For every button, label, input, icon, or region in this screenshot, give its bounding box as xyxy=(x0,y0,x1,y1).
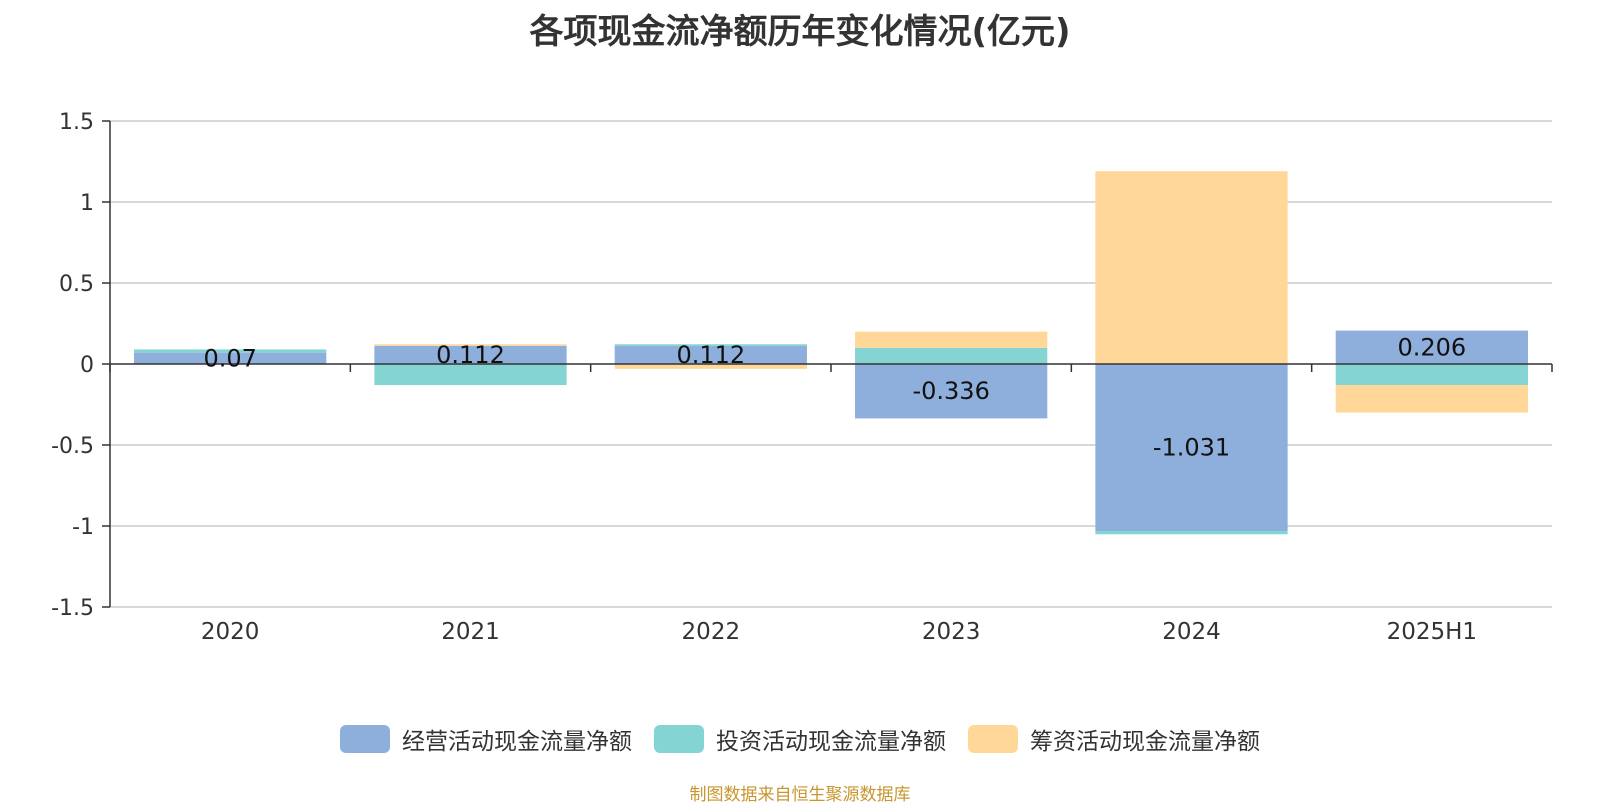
legend-swatch-operating xyxy=(340,725,390,753)
y-tick-label: 1.5 xyxy=(59,110,94,135)
bar-segment-operating xyxy=(374,345,567,364)
x-category-label: 2021 xyxy=(441,619,500,645)
y-tick-label: 0.5 xyxy=(59,272,94,297)
bar-segment-investing xyxy=(374,364,567,386)
bar-segment-operating xyxy=(614,345,807,364)
x-category-label: 2023 xyxy=(922,619,981,645)
legend-label-operating: 经营活动现金流量净额 xyxy=(402,729,632,755)
bar-segment-operating xyxy=(1095,364,1288,532)
legend-item-operating[interactable]: 经营活动现金流量净额 xyxy=(340,722,632,756)
bar-chart: 1.5 1 0.5 0 -0.5 -1 -1.5 2020 2021 2022 2023 2024 20… xyxy=(51,110,1553,645)
chart-title: 各项现金流净额历年变化情况(亿元) xyxy=(529,12,1071,52)
bar-segment-financing xyxy=(1335,385,1528,413)
legend-item-investing[interactable]: 投资活动现金流量净额 xyxy=(654,722,946,756)
bar-segment-operating xyxy=(1335,330,1528,364)
x-category-label: 2024 xyxy=(1162,619,1221,645)
legend-label-financing: 筹资活动现金流量净额 xyxy=(1030,729,1260,755)
bar-segment-investing xyxy=(1335,364,1528,386)
bar-segment-investing xyxy=(134,349,327,353)
data-label: 0.112 xyxy=(676,341,745,369)
y-tick-label: -1.5 xyxy=(51,596,94,621)
y-tick-label: 1 xyxy=(80,191,94,216)
y-tick-label: -1 xyxy=(72,515,94,540)
bar-segment-investing xyxy=(614,344,807,346)
bar-segment-operating xyxy=(134,352,327,364)
bar-segment-investing xyxy=(1095,531,1288,535)
chart-legend: 经营活动现金流量净额 投资活动现金流量净额 筹资活动现金流量净额 xyxy=(0,722,1600,756)
bar-segment-financing xyxy=(374,344,567,346)
x-category-label: 2022 xyxy=(682,619,741,645)
x-category-label: 2020 xyxy=(201,619,260,645)
bar-segment-operating xyxy=(855,364,1048,419)
source-note: 制图数据来自恒生聚源数据库 xyxy=(689,785,911,805)
bar-segment-financing xyxy=(614,364,807,369)
data-label: -1.031 xyxy=(1153,434,1230,462)
bar-segment-financing xyxy=(855,331,1048,348)
legend-swatch-investing xyxy=(654,725,704,753)
data-label: 0.206 xyxy=(1397,333,1466,361)
legend-label-investing: 投资活动现金流量净额 xyxy=(716,729,946,755)
x-category-label: 2025H1 xyxy=(1387,619,1477,645)
legend-swatch-financing xyxy=(968,725,1018,753)
bar-segment-financing xyxy=(1095,171,1288,364)
y-tick-label: 0 xyxy=(80,353,94,378)
data-label: -0.336 xyxy=(912,377,989,405)
legend-item-financing[interactable]: 筹资活动现金流量净额 xyxy=(968,722,1260,756)
data-label: 0.112 xyxy=(436,341,505,369)
data-label: 0.07 xyxy=(203,344,256,372)
y-tick-label: -0.5 xyxy=(51,434,94,459)
bar-segment-investing xyxy=(855,347,1048,364)
